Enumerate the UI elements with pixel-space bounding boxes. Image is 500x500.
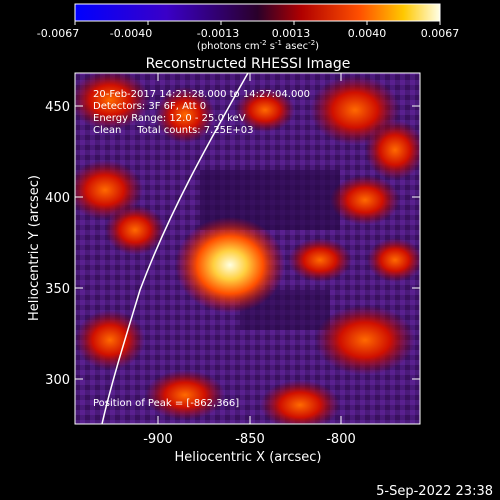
- y-axis-label: Heliocentric Y (arcsec): [27, 175, 42, 321]
- colorbar-tick-label: 0.0067: [421, 27, 460, 40]
- colorbar-ticks: [74, 21, 441, 25]
- x-axis-ticks: [157, 73, 342, 424]
- x-tick-label: -900: [143, 432, 173, 447]
- plot-frame: [74, 72, 421, 425]
- annotation-clean: Clean Total counts: 7.25E+03: [93, 125, 253, 136]
- colorbar-tick-label: -0.0040: [110, 27, 152, 40]
- annotation-peak-position: Position of Peak = [-862,366]: [93, 398, 239, 409]
- colorbar-units: (photons cm-2 s-1 asec-2): [197, 39, 319, 52]
- annotation-detectors: Detectors: 3F 6F, Att 0: [93, 101, 206, 112]
- colorbar-tick-label: 0.0040: [348, 27, 387, 40]
- colorbar-tick-label: 0.0013: [272, 27, 311, 40]
- x-tick-label: -850: [235, 432, 265, 447]
- annotation-time-range: 20-Feb-2017 14:21:28.000 to 14:27:04.000: [93, 89, 310, 100]
- rhessi-image: [75, 73, 420, 424]
- plot-title: Reconstructed RHESSI Image: [146, 56, 351, 72]
- y-tick-label: 300: [45, 373, 70, 388]
- y-tick-label: 400: [45, 191, 70, 206]
- x-axis-label: Heliocentric X (arcsec): [175, 450, 322, 465]
- flare-peak: [175, 217, 285, 313]
- footer-date: 5-Sep-2022 23:38: [376, 484, 493, 499]
- y-axis-ticks: [75, 105, 420, 380]
- colorbar-tick-label: -0.0067: [37, 27, 79, 40]
- x-tick-label: -800: [326, 432, 356, 447]
- solar-limb: [101, 73, 249, 424]
- annotation-energy: Energy Range: 12.0 - 25.0 keV: [93, 113, 246, 124]
- colorbar: [74, 3, 441, 22]
- y-tick-label: 450: [45, 100, 70, 115]
- y-tick-label: 350: [45, 282, 70, 297]
- colorbar-tick-label: -0.0013: [197, 27, 239, 40]
